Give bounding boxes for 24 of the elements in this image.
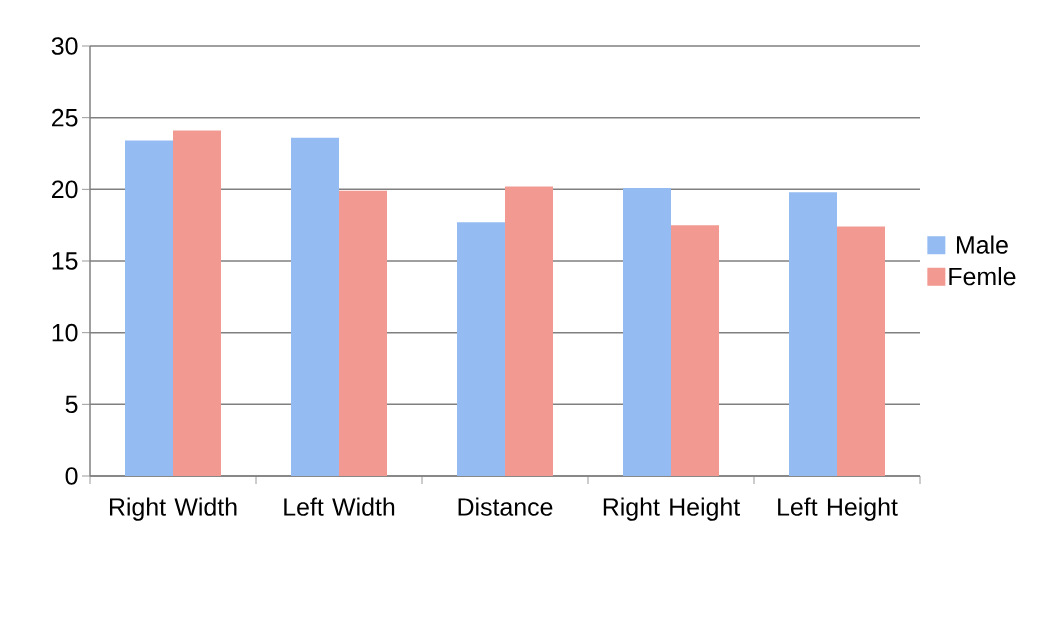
bar — [837, 226, 886, 476]
bar — [789, 192, 837, 476]
bar — [671, 225, 719, 476]
x-tick-label: Right Width — [109, 497, 237, 521]
bar — [339, 190, 387, 476]
y-tick-label: 15 — [52, 252, 78, 270]
legend-label: Male — [956, 235, 1008, 254]
x-tick-label: Right Height — [603, 497, 740, 521]
bar — [291, 137, 339, 476]
y-tick-label: 30 — [51, 37, 78, 55]
bar — [125, 140, 173, 476]
bar — [623, 187, 671, 476]
y-tick-label: 10 — [52, 323, 78, 342]
x-tick-label: Left Height — [778, 497, 898, 521]
x-tick-label: Distance — [458, 497, 553, 516]
bar — [505, 186, 553, 476]
legend-label: Femle — [949, 266, 1016, 286]
x-tick-label: Left Width — [284, 497, 395, 516]
bar — [173, 130, 221, 476]
bar — [457, 222, 505, 476]
y-tick-label: 25 — [52, 108, 78, 127]
y-tick-label: 20 — [52, 180, 78, 199]
y-tick-label: 5 — [65, 395, 78, 414]
y-tick-label: 0 — [65, 467, 78, 485]
